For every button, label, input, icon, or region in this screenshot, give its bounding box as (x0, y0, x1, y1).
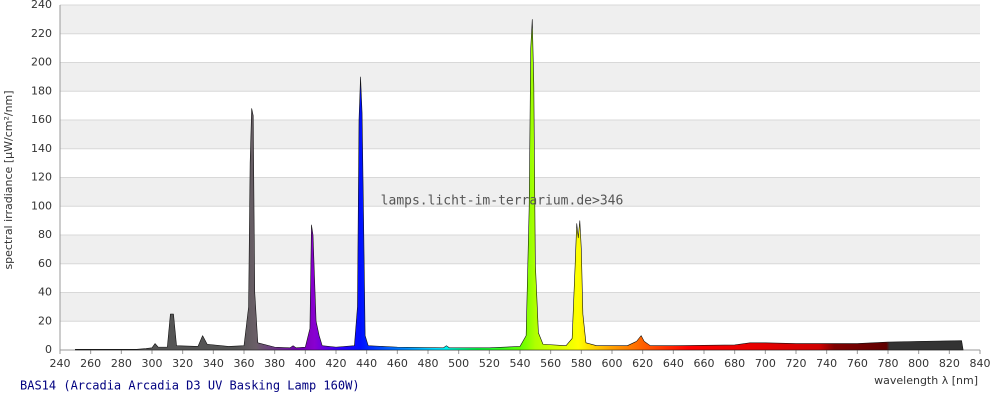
x-tick-label: 520 (479, 357, 500, 370)
x-tick-label: 760 (847, 357, 868, 370)
y-tick-label: 140 (31, 142, 52, 155)
y-tick-label: 60 (38, 257, 52, 270)
x-tick-label: 340 (203, 357, 224, 370)
x-tick-label: 280 (111, 357, 132, 370)
y-tick-label: 240 (31, 0, 52, 11)
y-tick-label: 0 (45, 343, 52, 356)
y-tick-label: 200 (31, 56, 52, 69)
x-tick-label: 620 (632, 357, 653, 370)
y-tick-label: 160 (31, 113, 52, 126)
x-axis-label: wavelength λ [nm] (874, 374, 978, 387)
y-tick-label: 180 (31, 84, 52, 97)
x-tick-label: 240 (50, 357, 71, 370)
x-tick-label: 740 (816, 357, 837, 370)
x-tick-label: 400 (295, 357, 316, 370)
grid-band (60, 235, 980, 264)
grid-band (60, 177, 980, 207)
x-tick-label: 580 (571, 357, 592, 370)
grid-band (60, 120, 980, 149)
y-tick-label: 100 (31, 199, 52, 212)
x-tick-label: 820 (939, 357, 960, 370)
x-tick-label: 260 (80, 357, 101, 370)
x-tick-label: 460 (387, 357, 408, 370)
x-tick-label: 800 (908, 357, 929, 370)
x-tick-label: 320 (172, 357, 193, 370)
x-tick-label: 500 (448, 357, 469, 370)
y-tick-label: 40 (38, 286, 52, 299)
y-tick-label: 20 (38, 314, 52, 327)
x-tick-label: 720 (786, 357, 807, 370)
grid-band (60, 5, 980, 34)
x-tick-label: 540 (510, 357, 531, 370)
x-tick-label: 640 (663, 357, 684, 370)
y-tick-label: 120 (31, 171, 52, 184)
watermark: lamps.licht-im-terrarium.de>346 (381, 194, 624, 209)
x-tick-label: 660 (694, 357, 715, 370)
spectrum-area (75, 19, 964, 351)
y-axis-label: spectral irradiance [µW/cm²/nm] (2, 90, 15, 269)
x-tick-label: 560 (540, 357, 561, 370)
x-tick-label: 440 (356, 357, 377, 370)
x-tick-label: 780 (878, 357, 899, 370)
x-tick-label: 600 (602, 357, 623, 370)
x-tick-label: 680 (724, 357, 745, 370)
x-tick-label: 480 (418, 357, 439, 370)
x-tick-label: 840 (970, 357, 991, 370)
x-tick-label: 380 (264, 357, 285, 370)
grid-band (60, 292, 980, 322)
x-tick-label: 360 (234, 357, 255, 370)
x-tick-label: 300 (142, 357, 163, 370)
y-tick-label: 80 (38, 228, 52, 241)
x-tick-label: 420 (326, 357, 347, 370)
grid-band (60, 62, 980, 92)
y-tick-label: 220 (31, 27, 52, 40)
chart-title: BAS14 (Arcadia Arcadia D3 UV Basking Lam… (20, 379, 360, 393)
x-tick-label: 700 (755, 357, 776, 370)
